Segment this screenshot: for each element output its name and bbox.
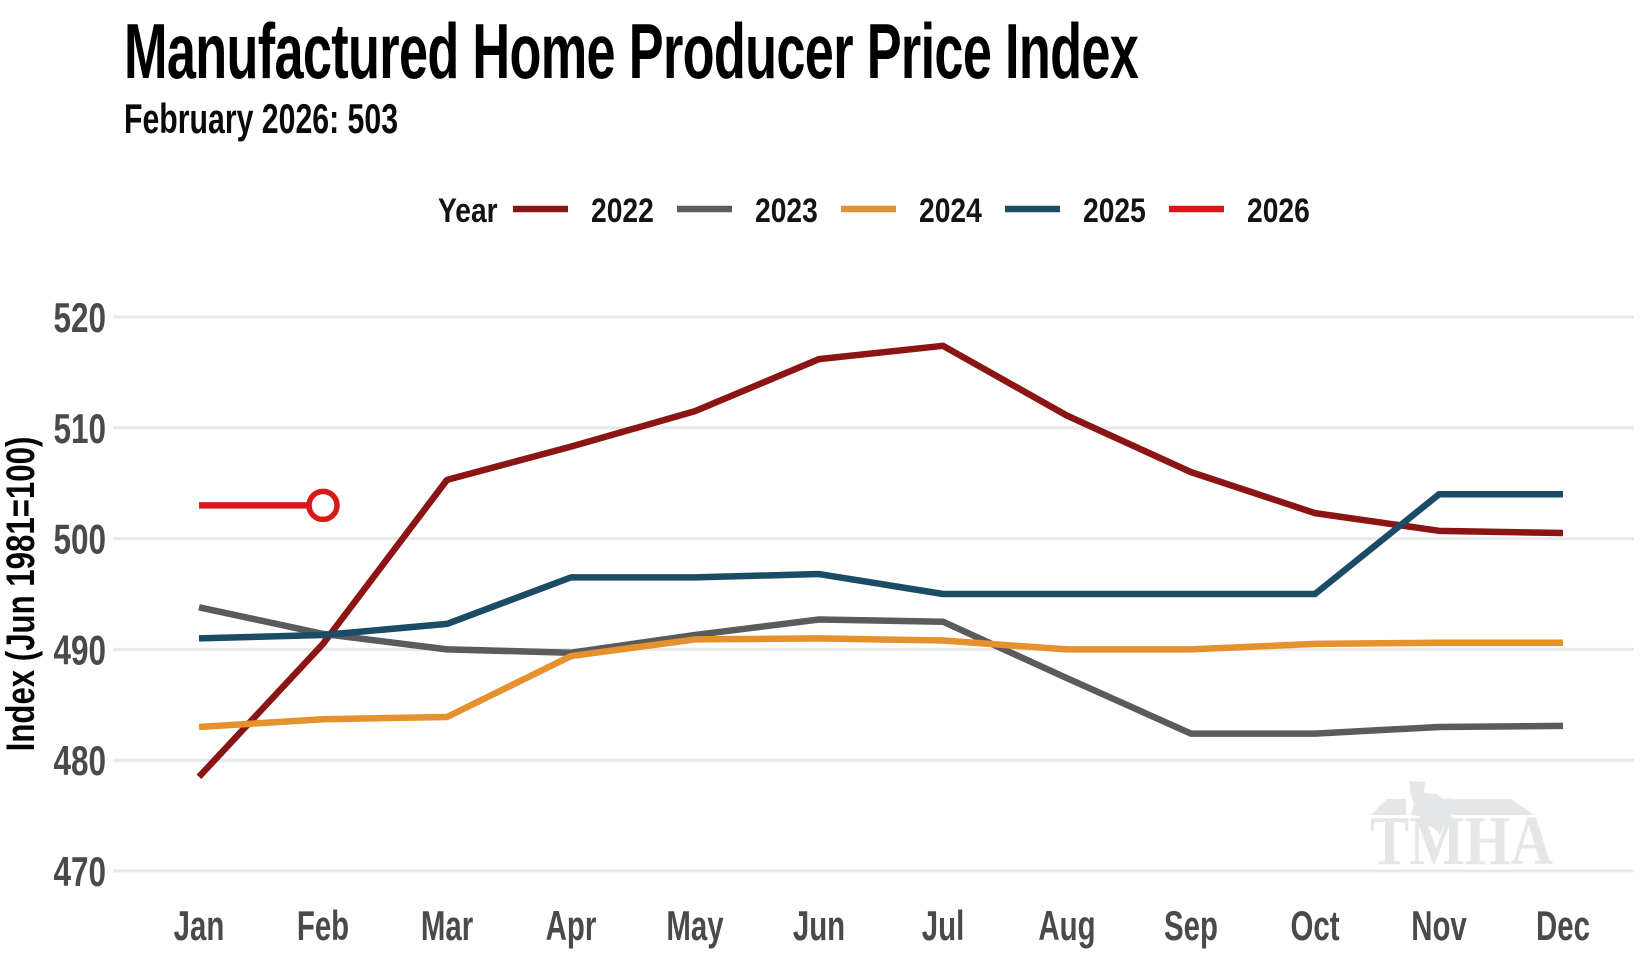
legend-label-2023-group: 2023: [755, 192, 818, 230]
x-tick-label-Sep-group: Sep: [1164, 902, 1218, 950]
legend: Year 2022 2023 2024 2025 2026: [438, 192, 1310, 230]
x-tick-label-Aug-group: Aug: [1038, 902, 1095, 950]
legend-label-2026-group: 2026: [1247, 192, 1310, 230]
x-tick-label-Apr: Apr: [546, 902, 597, 950]
tmha-watermark-logo: TMHA: [1370, 781, 1553, 879]
y-tick-label-520-group: 520: [53, 294, 106, 342]
roof-left-shape: [1371, 799, 1406, 815]
y-tick-label-510: 510: [53, 404, 106, 452]
y-tick-label-500-group: 500: [53, 515, 106, 563]
texas-shape: [1410, 781, 1455, 835]
y-tick-label-490: 490: [53, 626, 106, 674]
x-tick-label-Feb: Feb: [297, 902, 349, 950]
x-tick-label-Jul-group: Jul: [922, 902, 964, 950]
chart-subtitle: February 2026: 503: [124, 95, 399, 142]
x-tick-label-Apr-group: Apr: [546, 902, 597, 950]
legend-title: Year: [438, 192, 498, 230]
x-tick-label-Dec: Dec: [1536, 902, 1590, 950]
x-tick-label-Oct-group: Oct: [1290, 902, 1339, 950]
x-tick-label-Jan-group: Jan: [174, 902, 225, 950]
series-line-2024: [198, 635, 1563, 731]
series-endpoint-marker-2026: [306, 488, 340, 523]
x-tick-label-Nov: Nov: [1411, 902, 1467, 950]
legend-label-2025: 2025: [1083, 192, 1146, 230]
x-tick-label-Jun: Jun: [793, 902, 845, 950]
x-tick-label-Sep: Sep: [1164, 902, 1218, 950]
gridlines: [113, 315, 1634, 873]
x-tick-label-Mar: Mar: [421, 902, 473, 950]
x-tick-label-Jul: Jul: [922, 902, 964, 950]
x-tick-label-May: May: [666, 902, 723, 950]
legend-label-2023: 2023: [755, 192, 818, 230]
legend-label-2022: 2022: [591, 192, 654, 230]
series-line-2023: [198, 604, 1564, 737]
y-tick-label-510-group: 510: [53, 404, 106, 452]
legend-items: 2022 2023 2024 2025 2026: [513, 192, 1310, 230]
y-axis-title: Index (Jun 1981=100): [0, 437, 43, 752]
series-line-2022: [196, 342, 1564, 780]
x-tick-label-Jun-group: Jun: [793, 902, 845, 950]
y-tick-label-470: 470: [53, 848, 106, 896]
y-tick-label-500: 500: [53, 515, 106, 563]
y-tick-label-470-group: 470: [53, 848, 106, 896]
legend-label-2025-group: 2025: [1083, 192, 1146, 230]
roof-right-shape: [1452, 799, 1534, 815]
chart-title: Manufactured Home Producer Price Index: [124, 7, 1139, 95]
axis-ticks: 470 480 490 500 510 520 Jan Feb Mar Apr May Jun Jul A…: [53, 294, 1590, 950]
x-tick-label-May-group: May: [666, 902, 723, 950]
y-tick-label-520: 520: [53, 294, 106, 342]
y-axis-title-group: Index (Jun 1981=100): [0, 437, 43, 752]
x-tick-label-Nov-group: Nov: [1411, 902, 1467, 950]
series-lines: [196, 342, 1564, 780]
x-tick-label-Dec-group: Dec: [1536, 902, 1590, 950]
legend-label-2024: 2024: [919, 192, 982, 230]
legend-label-2022-group: 2022: [591, 192, 654, 230]
legend-label-2024-group: 2024: [919, 192, 982, 230]
x-tick-label-Feb-group: Feb: [297, 902, 349, 950]
x-tick-label-Oct: Oct: [1290, 902, 1339, 950]
y-tick-label-490-group: 490: [53, 626, 106, 674]
watermark-letters: TMHA: [1370, 801, 1553, 879]
series-line-2025: [198, 491, 1563, 642]
y-tick-label-480-group: 480: [53, 737, 106, 785]
x-tick-label-Aug: Aug: [1038, 902, 1095, 950]
legend-title-group: Year: [438, 192, 498, 230]
legend-label-2026: 2026: [1247, 192, 1310, 230]
watermark-text: TMHA: [1370, 801, 1553, 879]
y-tick-label-480: 480: [53, 737, 106, 785]
x-tick-label-Mar-group: Mar: [421, 902, 473, 950]
x-tick-label-Jan: Jan: [174, 902, 225, 950]
